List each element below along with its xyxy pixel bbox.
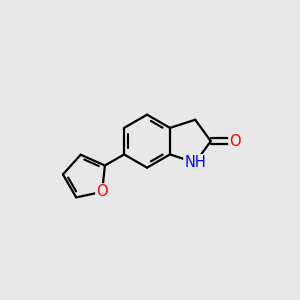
Text: NH: NH [184, 155, 206, 170]
Text: O: O [96, 184, 108, 200]
Text: O: O [230, 134, 241, 149]
